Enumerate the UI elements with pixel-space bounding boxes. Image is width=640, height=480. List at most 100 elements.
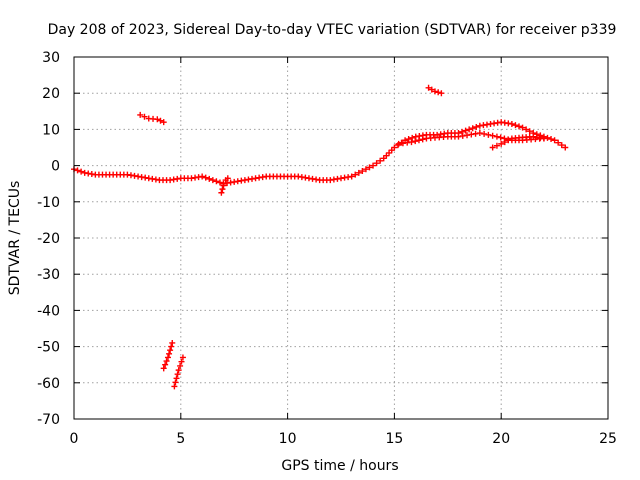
data-point bbox=[412, 138, 419, 145]
series-segment-upper-left bbox=[137, 111, 167, 126]
data-point bbox=[177, 362, 184, 369]
y-tick-label: -20 bbox=[37, 231, 60, 247]
data-point bbox=[551, 137, 558, 144]
data-point bbox=[348, 173, 355, 180]
data-point bbox=[516, 123, 522, 130]
data-point bbox=[218, 189, 225, 196]
data-point bbox=[469, 125, 476, 132]
data-point bbox=[352, 171, 359, 178]
data-point bbox=[213, 178, 220, 185]
data-point bbox=[78, 168, 85, 175]
data-point bbox=[548, 136, 555, 143]
y-tick-label: 0 bbox=[51, 159, 60, 175]
tick-labels: 0 5 10 15 20 25 30 20 10 0 -10 -20 -30 -40 -50 -60 -70 bbox=[37, 50, 617, 447]
data-point bbox=[523, 126, 530, 133]
data-point bbox=[219, 186, 226, 193]
data-point bbox=[405, 136, 412, 143]
data-point bbox=[472, 130, 479, 137]
data-point bbox=[209, 177, 216, 184]
data-point bbox=[216, 179, 223, 186]
data-point bbox=[508, 120, 515, 127]
data-point bbox=[171, 383, 178, 390]
data-point bbox=[224, 175, 231, 182]
data-point bbox=[175, 367, 182, 374]
data-point bbox=[359, 168, 366, 175]
data-point bbox=[462, 127, 469, 134]
data-point bbox=[166, 350, 173, 357]
data-point bbox=[362, 166, 369, 173]
data-point bbox=[431, 88, 438, 95]
data-point bbox=[408, 139, 415, 146]
y-tick-label: -50 bbox=[37, 340, 60, 356]
data-point bbox=[468, 131, 475, 138]
data-point bbox=[160, 365, 167, 372]
data-point bbox=[415, 137, 422, 144]
data-point bbox=[459, 132, 466, 139]
data-point bbox=[160, 119, 167, 126]
data-point bbox=[163, 358, 170, 365]
series-dip-cluster bbox=[218, 175, 231, 196]
data-point bbox=[172, 379, 179, 386]
series-segment-low-2 bbox=[171, 354, 186, 390]
data-point bbox=[485, 131, 492, 138]
chart-title: Day 208 of 2023, Sidereal Day-to-day VTE… bbox=[48, 22, 617, 38]
data-point bbox=[455, 133, 462, 140]
data-points bbox=[71, 84, 569, 390]
data-point bbox=[377, 157, 384, 164]
y-tick-label: 20 bbox=[42, 86, 60, 102]
data-point bbox=[505, 137, 512, 144]
data-point bbox=[168, 343, 175, 350]
series-segment-low-1 bbox=[160, 339, 176, 372]
grid bbox=[74, 57, 608, 419]
y-tick-label: -70 bbox=[37, 412, 60, 428]
y-tick-label: 30 bbox=[42, 50, 60, 66]
ticks bbox=[73, 56, 609, 420]
data-point bbox=[419, 136, 426, 143]
data-point bbox=[355, 169, 362, 176]
data-point bbox=[164, 354, 171, 361]
data-point bbox=[466, 126, 473, 133]
data-point bbox=[558, 142, 565, 149]
data-point bbox=[481, 130, 488, 137]
data-point bbox=[202, 174, 209, 181]
data-point bbox=[141, 113, 148, 120]
x-tick-label: 5 bbox=[176, 431, 185, 447]
data-point bbox=[562, 144, 569, 151]
data-point bbox=[459, 128, 466, 135]
data-point bbox=[498, 140, 505, 147]
data-point bbox=[428, 86, 435, 93]
data-point bbox=[493, 133, 500, 140]
y-tick-label: -10 bbox=[37, 195, 60, 211]
data-point bbox=[167, 347, 174, 354]
data-point bbox=[370, 162, 377, 169]
x-tick-label: 25 bbox=[599, 431, 617, 447]
data-point bbox=[137, 111, 144, 118]
y-tick-label: 10 bbox=[42, 122, 60, 138]
data-point bbox=[391, 144, 398, 151]
x-tick-label: 15 bbox=[385, 431, 403, 447]
data-point bbox=[162, 361, 169, 368]
data-point bbox=[409, 134, 416, 141]
data-point bbox=[526, 128, 533, 135]
x-tick-label: 0 bbox=[70, 431, 79, 447]
series-main-track bbox=[71, 119, 569, 187]
data-point bbox=[174, 371, 181, 378]
data-point bbox=[169, 339, 176, 346]
data-point bbox=[435, 89, 442, 96]
data-point bbox=[540, 135, 547, 142]
data-point bbox=[438, 90, 445, 97]
data-point bbox=[178, 358, 185, 365]
data-point bbox=[199, 173, 206, 180]
series-segment-upper-right bbox=[425, 84, 445, 97]
x-axis-label: GPS time / hours bbox=[281, 458, 398, 474]
data-point bbox=[464, 132, 471, 139]
data-point bbox=[373, 160, 380, 167]
y-tick-label: -60 bbox=[37, 376, 60, 392]
data-point bbox=[489, 144, 496, 151]
data-point bbox=[555, 139, 562, 146]
data-point bbox=[473, 123, 480, 130]
data-point bbox=[501, 139, 508, 146]
data-point bbox=[157, 117, 164, 124]
y-axis-label: SDTVAR / TECUs bbox=[7, 181, 23, 296]
data-point bbox=[489, 132, 496, 139]
